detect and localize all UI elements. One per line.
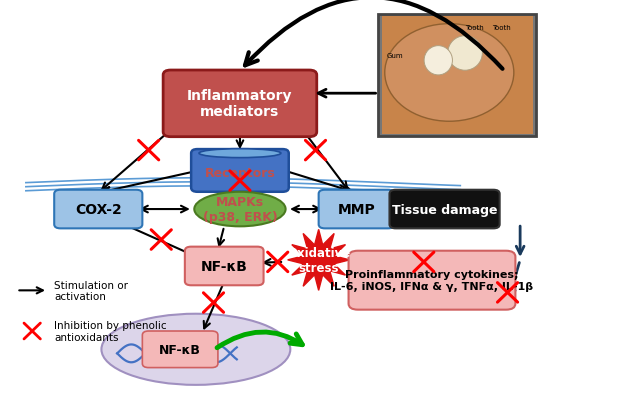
Text: Stimulation or
activation: Stimulation or activation [54, 280, 128, 301]
Ellipse shape [448, 37, 482, 71]
FancyBboxPatch shape [163, 71, 317, 138]
Text: Inhibition by phenolic
antioxidants: Inhibition by phenolic antioxidants [54, 320, 167, 342]
Text: Tooth: Tooth [492, 24, 510, 31]
FancyBboxPatch shape [319, 190, 394, 229]
Text: MMP: MMP [338, 202, 375, 216]
Ellipse shape [385, 25, 514, 122]
FancyBboxPatch shape [389, 190, 500, 229]
Text: Receptors: Receptors [204, 166, 275, 180]
Text: NF-κB: NF-κB [201, 259, 247, 273]
Text: MAPKs
(p38, ERK): MAPKs (p38, ERK) [203, 196, 277, 223]
Text: Proinflammatory cytokines;
IL-6, iNOS, IFNα & γ, TNFα, IL-1β: Proinflammatory cytokines; IL-6, iNOS, I… [331, 270, 534, 291]
Ellipse shape [194, 192, 286, 227]
FancyBboxPatch shape [382, 17, 533, 135]
Text: COX-2: COX-2 [75, 202, 122, 216]
FancyBboxPatch shape [379, 15, 536, 137]
Text: NF-κB: NF-κB [159, 343, 201, 356]
Text: Inflammatory
mediators: Inflammatory mediators [187, 89, 293, 119]
FancyBboxPatch shape [348, 251, 516, 310]
FancyBboxPatch shape [143, 331, 218, 368]
Text: Oxidative
stress: Oxidative stress [287, 246, 350, 274]
Ellipse shape [424, 47, 452, 76]
Polygon shape [288, 230, 350, 291]
FancyBboxPatch shape [191, 150, 289, 192]
Text: Tissue damage: Tissue damage [392, 203, 497, 216]
Text: Tooth: Tooth [465, 24, 484, 31]
Text: Gum: Gum [386, 52, 403, 59]
FancyBboxPatch shape [54, 190, 143, 229]
Ellipse shape [199, 150, 281, 158]
Ellipse shape [102, 314, 290, 385]
FancyBboxPatch shape [185, 247, 264, 285]
